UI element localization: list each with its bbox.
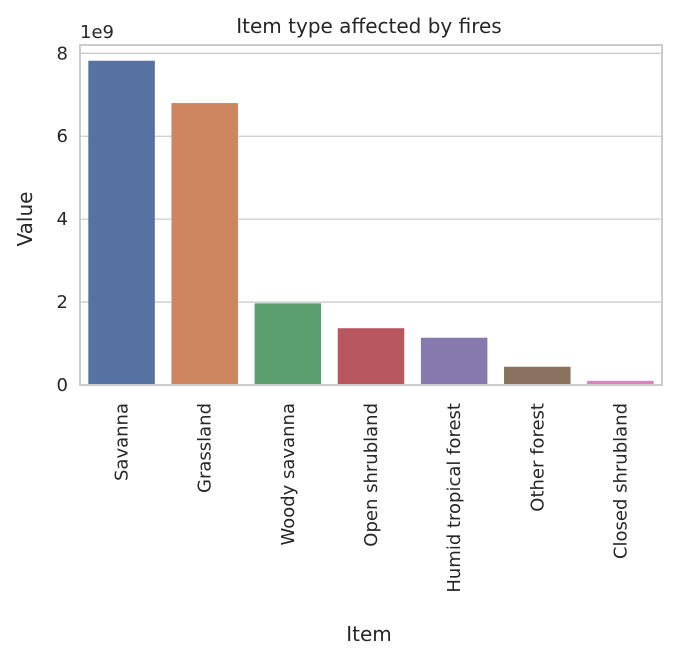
x-tick-label: Open shrubland: [361, 403, 382, 547]
x-tick-label: Humid tropical forest: [444, 403, 465, 593]
y-tick-label: 8: [57, 43, 68, 64]
x-tick-label: Closed shrubland: [610, 403, 631, 559]
y-axis-label: Value: [13, 192, 37, 247]
bar-humid-tropical-forest: [420, 337, 488, 385]
plot-frame: [79, 44, 663, 386]
x-axis-label: Item: [346, 622, 392, 646]
x-tick-label: Woody savanna: [278, 403, 299, 546]
x-tick-label: Savanna: [112, 403, 133, 481]
x-tick-label: Grassland: [195, 403, 216, 493]
y-tick-label: 2: [57, 292, 68, 313]
x-tick-label: Other forest: [527, 403, 548, 512]
bars: [88, 60, 654, 386]
y-tick-label: 0: [57, 375, 68, 396]
y-axis-offset-label: 1e9: [80, 22, 114, 43]
bar-grassland: [171, 103, 238, 386]
bar-savanna: [88, 60, 155, 385]
bar-closed-shrubland: [587, 380, 654, 385]
x-tick-labels: Savanna Grassland Woody savanna Open shrubl…: [112, 403, 632, 593]
y-tick-label: 4: [57, 209, 68, 230]
bar-open-shrubland: [337, 328, 405, 385]
y-tick-labels: 0 2 4 6 8: [57, 43, 68, 396]
y-tick-label: 6: [57, 126, 68, 147]
bar-woody-savanna: [254, 303, 322, 385]
bar-other-forest: [504, 366, 571, 385]
chart-title: Item type affected by fires: [236, 14, 501, 38]
